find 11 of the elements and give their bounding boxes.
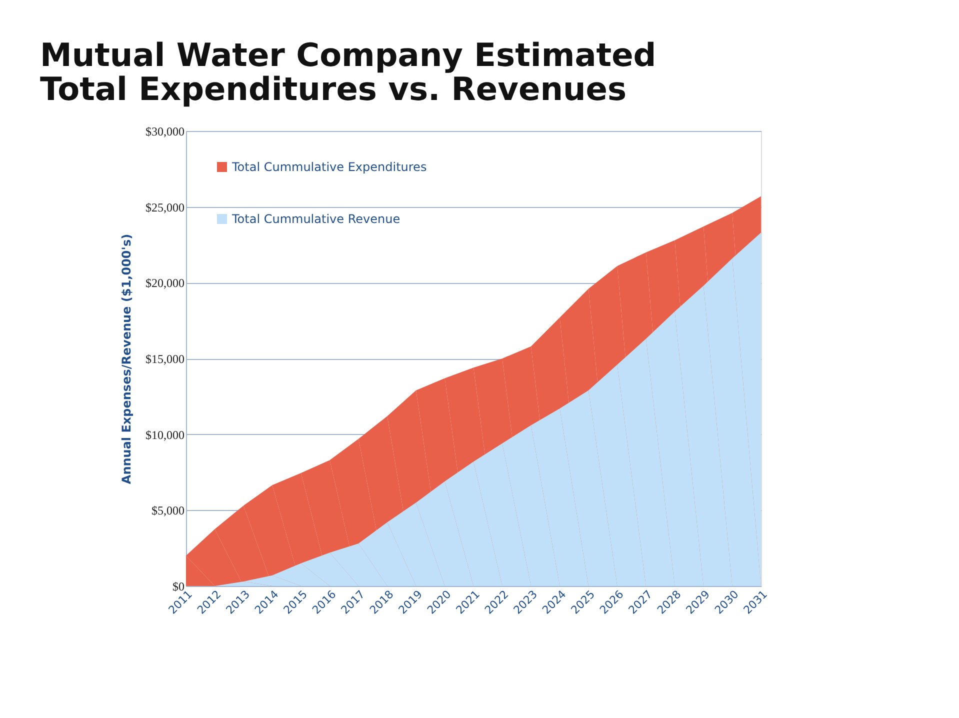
legend-label: Total Cummulative Expenditures: [231, 160, 427, 174]
chart-title: Mutual Water Company Estimated Total Expenditures vs. Revenues: [40, 36, 656, 108]
y-tick-label: $15,000: [146, 352, 184, 366]
y-tick-label: $5,000: [152, 504, 184, 518]
y-tick-label: $10,000: [146, 428, 184, 442]
y-tick-label: $20,000: [146, 276, 184, 290]
y-tick-label: $25,000: [146, 200, 184, 214]
y-tick-label: $0: [172, 580, 184, 594]
legend-label: Total Cummulative Revenue: [231, 212, 400, 226]
y-axis-title: Annual Expenses/Revenue ($1,000's): [120, 234, 134, 484]
y-tick-label: $30,000: [146, 124, 184, 138]
